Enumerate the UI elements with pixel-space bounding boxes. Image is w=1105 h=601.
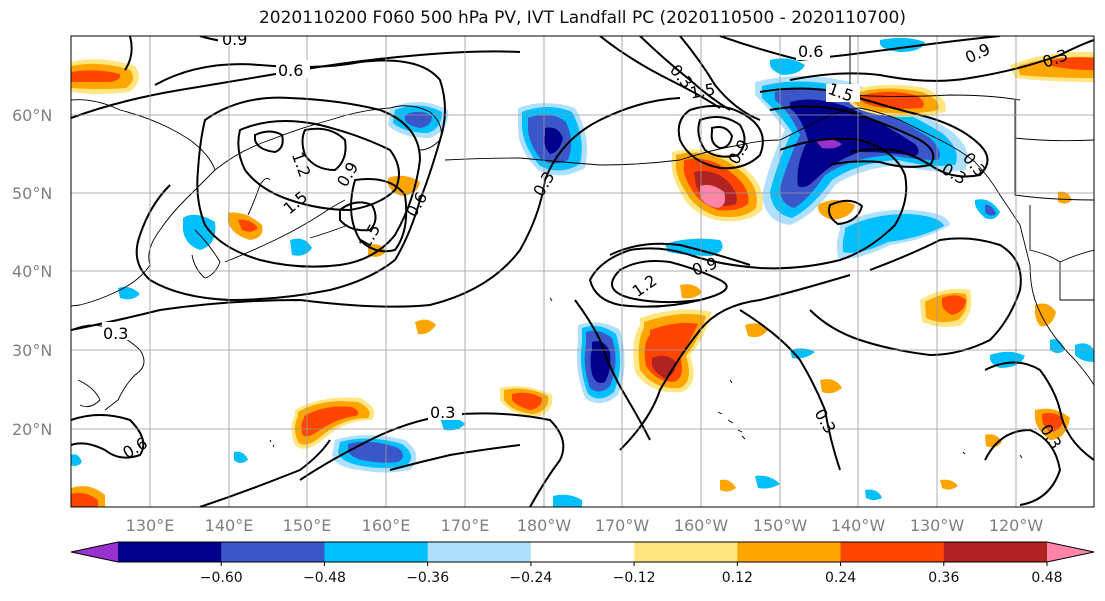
lon-tick-label: 140°E [205, 516, 254, 535]
lat-axis: 60°N 50°N 40°N 30°N 20°N [12, 106, 52, 439]
colorbar-tick-label: −0.36 [406, 570, 449, 586]
lon-tick-label: 160°E [362, 516, 411, 535]
colorbar-extend-max [1047, 542, 1094, 562]
contour-label: 0.3 [103, 324, 128, 343]
map-title: 2020110200 F060 500 hPa PV, IVT Landfall… [258, 8, 906, 28]
contour-label: 0.3 [430, 403, 455, 422]
colorbar-tick-label: −0.12 [613, 570, 656, 586]
colorbar-tick-label: 0.24 [825, 570, 856, 586]
colorbar-segment [634, 542, 738, 562]
colorbar: −0.60 −0.48 −0.36 −0.24 −0.12 0.12 0.24 0.36 0.4… [70, 541, 1095, 586]
lon-tick-label: 180°W [517, 516, 572, 535]
colorbar-tick-label: −0.24 [509, 570, 552, 586]
contour-label: 1.5 [688, 79, 716, 102]
colorbar-tick-label: −0.48 [303, 570, 346, 586]
colorbar-tick-label: −0.60 [200, 570, 243, 586]
colorbar-segment [737, 542, 842, 562]
colorbar-extend-min [71, 542, 118, 562]
lat-tick-label: 20°N [12, 420, 52, 439]
lat-tick-label: 60°N [12, 106, 52, 125]
colorbar-segment [840, 542, 945, 562]
colorbar-tick-label: 0.48 [1031, 570, 1062, 586]
contour-label: 0.6 [798, 42, 823, 61]
contour-label: 0.6 [278, 61, 303, 80]
lon-tick-label: 150°W [753, 516, 808, 535]
lon-tick-label: 120°W [989, 516, 1044, 535]
lon-tick-label: 170°E [441, 516, 490, 535]
lon-axis: 130°E 140°E 150°E 160°E 170°E 180°W 170°… [126, 516, 1044, 535]
lon-tick-label: 150°E [283, 516, 332, 535]
lat-tick-label: 40°N [12, 262, 52, 281]
lon-tick-label: 140°W [831, 516, 886, 535]
lon-tick-label: 160°W [674, 516, 729, 535]
lat-lon-grid [71, 36, 1094, 507]
colorbar-segment [324, 542, 429, 562]
colorbar-segment [943, 542, 1048, 562]
colorbar-segment [427, 542, 532, 562]
colorbar-outline [70, 541, 1095, 563]
lon-tick-label: 130°W [910, 516, 965, 535]
colorbar-tick-label: 0.12 [722, 570, 753, 586]
colorbar-segment [530, 542, 635, 562]
lat-tick-label: 50°N [12, 184, 52, 203]
lon-tick-label: 130°E [126, 516, 175, 535]
colorbar-segment [221, 542, 325, 562]
plot-frame [70, 35, 1095, 508]
lat-tick-label: 30°N [12, 341, 52, 360]
colorbar-segment [118, 542, 222, 562]
contour-label: 0.9 [222, 30, 247, 49]
lon-tick-label: 170°W [595, 516, 650, 535]
colorbar-tick-label: 0.36 [928, 570, 959, 586]
